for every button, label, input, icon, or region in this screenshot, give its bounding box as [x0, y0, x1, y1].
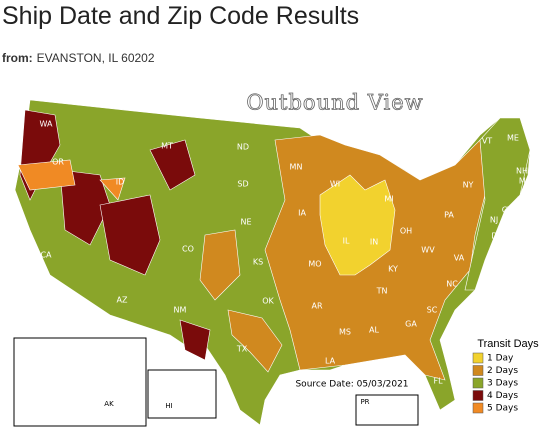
map-title: Outbound View: [246, 91, 423, 115]
state-label: MN: [290, 163, 303, 172]
inset-frame: [355, 394, 419, 426]
state-label: WA: [40, 120, 53, 129]
state-label: LA: [325, 357, 336, 366]
state-label: IL: [343, 237, 350, 246]
legend-swatch: [472, 402, 484, 414]
region: [464, 117, 531, 291]
state-label: TN: [376, 287, 388, 296]
state-label: OK: [262, 297, 274, 306]
state-label: GA: [405, 320, 417, 329]
state-label: VT: [482, 137, 492, 146]
legend-swatch: [472, 390, 484, 401]
state-label: DE: [491, 232, 502, 241]
state-label: NE: [240, 218, 251, 227]
legend-label: 2 Days: [487, 366, 518, 376]
legend-label: 1 Day: [487, 354, 514, 364]
state-label: OH: [400, 227, 412, 236]
state-label: OR: [52, 158, 64, 167]
state-label: SD: [237, 180, 248, 189]
legend-title: Transit Days: [477, 338, 539, 350]
region: [179, 319, 211, 361]
state-label: MT: [161, 142, 173, 151]
state-label: CA: [40, 251, 52, 260]
legend-label: 4 Days: [487, 391, 518, 401]
state-label: ME: [507, 134, 519, 143]
origin-label: from:: [2, 51, 33, 65]
legend-swatch: [472, 377, 484, 389]
state-label: IN: [370, 238, 378, 247]
inset-label: PR: [360, 398, 369, 406]
state-label: PA: [444, 211, 454, 220]
region: [99, 177, 126, 201]
region: [59, 169, 111, 246]
region: [99, 194, 161, 276]
legend-swatch: [472, 365, 484, 376]
region: [149, 139, 196, 191]
state-label: KY: [388, 265, 398, 274]
state-label: VA: [454, 254, 465, 263]
legend-label: 3 Days: [487, 379, 518, 389]
state-label: SC: [427, 306, 438, 315]
state-label: NY: [463, 181, 474, 190]
state-label: MA: [519, 177, 532, 186]
region: [17, 159, 76, 191]
state-label: ID: [116, 178, 125, 187]
state-label: NC: [446, 280, 458, 289]
origin: from: EVANSTON, IL 60202: [2, 51, 155, 65]
state-label: TX: [236, 345, 248, 354]
state-label: AL: [369, 326, 379, 335]
inset-label: HI: [165, 402, 172, 410]
state-label: MD: [492, 244, 505, 253]
region: [319, 174, 396, 276]
inset-frame: [13, 337, 147, 427]
state-label: AZ: [117, 296, 128, 305]
state-label: NM: [174, 306, 187, 315]
state-label: MO: [308, 260, 321, 269]
region: [199, 229, 241, 301]
state-label: MI: [384, 195, 393, 204]
state-label: CT: [502, 206, 513, 215]
state-label: IA: [298, 209, 306, 218]
state-label: ND: [237, 143, 249, 152]
legend-swatch: [472, 352, 484, 364]
state-label: NJ: [490, 216, 498, 225]
state-label: RI: [517, 196, 525, 205]
origin-value: EVANSTON, IL 60202: [36, 51, 155, 65]
region: [227, 309, 283, 373]
state-label: FL: [433, 377, 443, 386]
state-label: NH: [516, 167, 528, 176]
legend-label: 5 Days: [487, 404, 518, 414]
page-title: Ship Date and Zip Code Results: [2, 2, 360, 30]
inset-frame: [147, 369, 217, 419]
state-label: WV: [421, 246, 435, 255]
state-label: KS: [253, 258, 263, 267]
state-label: CO: [182, 245, 194, 254]
state-label: AR: [311, 302, 322, 311]
state-label: MS: [339, 328, 351, 337]
state-label: WI: [330, 180, 340, 189]
source-date: Source Date: 05/03/2021: [295, 380, 408, 390]
inset-label: AK: [104, 400, 114, 408]
